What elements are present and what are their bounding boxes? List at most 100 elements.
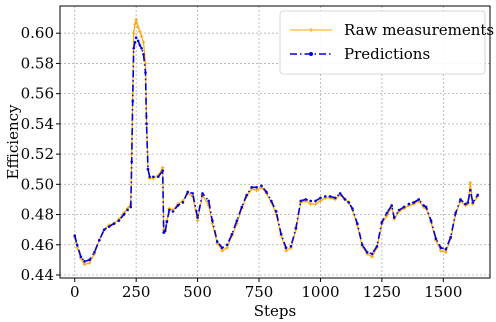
data-point-predictions	[459, 198, 462, 201]
data-point-predictions	[88, 258, 91, 262]
data-point-predictions	[130, 160, 134, 163]
x-tick-label: 250	[122, 283, 151, 301]
data-point-raw-measurements	[385, 214, 389, 218]
data-point-predictions	[417, 198, 421, 201]
data-point-predictions	[225, 243, 229, 247]
data-point-predictions	[220, 246, 224, 250]
x-tick-label: 1000	[301, 283, 339, 301]
data-point-predictions	[138, 43, 142, 47]
data-point-predictions	[176, 204, 180, 207]
data-point-predictions	[260, 184, 263, 188]
data-point-raw-measurements	[308, 202, 313, 206]
data-point-predictions	[439, 246, 443, 250]
data-point-raw-measurements	[318, 199, 323, 203]
data-point-predictions	[444, 247, 448, 251]
data-point-predictions	[122, 213, 126, 216]
data-point-predictions	[279, 232, 283, 236]
data-point-predictions	[79, 255, 83, 259]
data-point-predictions	[469, 189, 472, 192]
data-point-predictions	[98, 238, 101, 242]
data-point-raw-measurements	[225, 245, 229, 250]
legend-label-raw-measurements: Raw measurements	[344, 21, 494, 39]
data-point-predictions	[230, 232, 234, 236]
data-point-predictions	[380, 220, 384, 224]
data-point-raw-measurements	[131, 31, 136, 35]
data-point-predictions	[390, 204, 394, 207]
data-point-predictions	[333, 196, 337, 200]
plot-frame	[59, 5, 491, 279]
legend-marker-predictions	[309, 52, 313, 56]
data-point-predictions	[75, 243, 79, 247]
series-layer	[72, 17, 480, 267]
data-point-predictions	[112, 222, 116, 225]
data-point-predictions	[131, 99, 135, 103]
data-point-raw-measurements	[136, 25, 140, 29]
data-point-predictions	[191, 192, 194, 195]
data-point-predictions	[144, 71, 147, 74]
data-point-predictions	[196, 216, 199, 219]
y-tick-label: 0.60	[21, 24, 54, 42]
data-point-predictions	[83, 260, 86, 263]
y-tick-label: 0.46	[21, 236, 54, 254]
data-point-predictions	[449, 235, 452, 239]
x-tick-label: 750	[245, 283, 274, 301]
data-point-predictions	[324, 195, 327, 198]
data-point-predictions	[422, 204, 425, 207]
data-point-predictions	[148, 175, 151, 179]
data-point-raw-measurements	[284, 249, 288, 253]
data-point-predictions	[328, 195, 332, 198]
data-point-predictions	[309, 199, 312, 203]
data-point-predictions	[201, 192, 204, 195]
data-point-predictions	[186, 190, 190, 194]
data-point-predictions	[429, 219, 433, 222]
data-point-predictions	[294, 226, 298, 230]
data-point-predictions	[152, 175, 155, 179]
data-point-predictions	[240, 205, 244, 209]
data-point-predictions	[274, 210, 278, 213]
data-point-predictions	[156, 175, 160, 179]
data-point-predictions	[343, 198, 347, 201]
data-point-predictions	[347, 201, 351, 204]
data-point-predictions	[270, 199, 273, 203]
data-point-predictions	[265, 190, 268, 194]
data-point-predictions	[136, 39, 140, 43]
x-tick-label: 500	[183, 283, 212, 301]
y-tick-label: 0.50	[21, 175, 54, 193]
data-point-predictions	[102, 228, 106, 231]
data-point-predictions	[356, 222, 359, 225]
data-point-raw-measurements	[139, 34, 144, 39]
data-point-predictions	[407, 202, 411, 206]
data-point-raw-measurements	[313, 202, 318, 206]
data-point-predictions	[370, 252, 374, 256]
data-point-predictions	[424, 205, 428, 209]
y-tick-label: 0.52	[21, 145, 54, 163]
data-point-predictions	[385, 211, 389, 215]
data-point-predictions	[471, 201, 475, 204]
data-point-predictions	[299, 199, 303, 203]
data-point-predictions	[145, 122, 148, 126]
x-tick-label: 0	[70, 283, 80, 301]
data-point-raw-measurements	[87, 261, 92, 265]
data-point-predictions	[245, 193, 249, 197]
data-point-predictions	[168, 208, 171, 212]
x-axis: 0 250 500 750 1000 1250 1500	[70, 278, 462, 301]
data-point-predictions	[165, 220, 169, 224]
data-point-raw-measurements	[143, 61, 148, 66]
data-point-predictions	[215, 240, 219, 244]
x-tick-label: 1500	[424, 283, 462, 301]
series-line-raw-measurements	[74, 19, 479, 265]
data-point-predictions	[397, 208, 401, 212]
data-point-predictions	[235, 219, 239, 222]
y-axis: 0.44 0.46 0.48 0.50 0.52 0.54 0.56 0.58 0.60	[21, 24, 60, 284]
legend-box	[279, 10, 486, 75]
data-point-raw-measurements	[254, 188, 259, 193]
data-point-predictions	[304, 198, 308, 201]
data-point-raw-measurements	[160, 165, 165, 170]
y-axis-label: Efficiency	[4, 104, 22, 180]
data-point-predictions	[402, 205, 406, 209]
data-point-predictions	[126, 208, 129, 212]
data-point-predictions	[207, 199, 210, 203]
data-point-predictions	[454, 211, 457, 215]
data-point-predictions	[464, 202, 467, 206]
